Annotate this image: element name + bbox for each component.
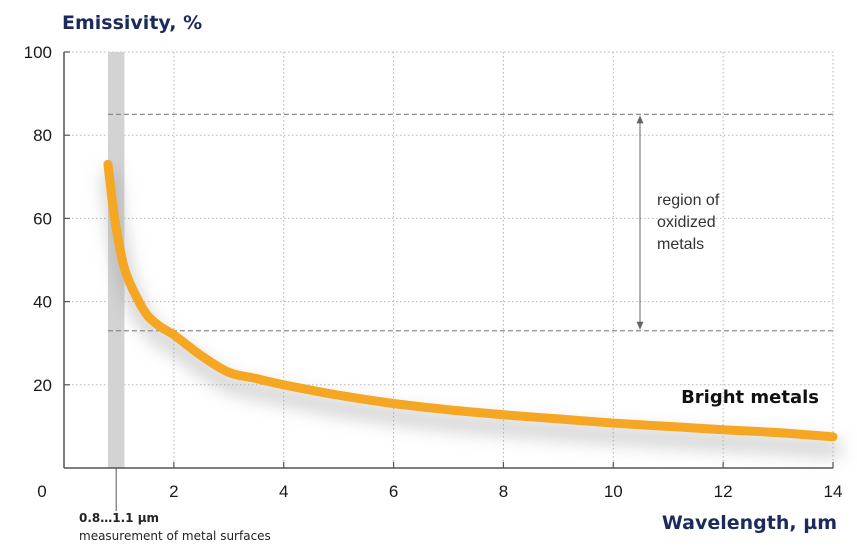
region-arrow-head-up — [636, 115, 644, 124]
y-axis-title: Emissivity, % — [62, 12, 202, 34]
series-line-0 — [103, 159, 838, 442]
region-arrow-head-down — [636, 321, 644, 330]
y-tick-label: 80 — [33, 126, 52, 145]
x-tick-label: 0 — [37, 482, 46, 501]
y-tick-label: 100 — [24, 43, 52, 62]
x-tick-label: 6 — [389, 482, 398, 501]
region-label-line-1: region of — [657, 192, 720, 209]
x-axis-title: Wavelength, µm — [662, 512, 837, 534]
x-tick-label: 2 — [169, 482, 178, 501]
y-tick-label: 40 — [33, 293, 52, 312]
y-tick-label: 20 — [33, 376, 52, 395]
band-range-label: 0.8…1.1 µm — [79, 511, 159, 525]
band-description-label: measurement of metal surfaces — [79, 529, 271, 543]
region-label-line-3: metals — [657, 236, 704, 253]
x-tick-label: 12 — [714, 482, 733, 501]
y-tick-label: 60 — [33, 209, 52, 228]
series-label-bright-metals: Bright metals — [681, 387, 819, 408]
x-tick-label: 10 — [604, 482, 623, 501]
x-tick-label: 14 — [824, 482, 843, 501]
x-tick-label: 4 — [279, 482, 288, 501]
x-tick-label: 8 — [499, 482, 508, 501]
region-label-line-2: oxidized — [657, 214, 716, 231]
